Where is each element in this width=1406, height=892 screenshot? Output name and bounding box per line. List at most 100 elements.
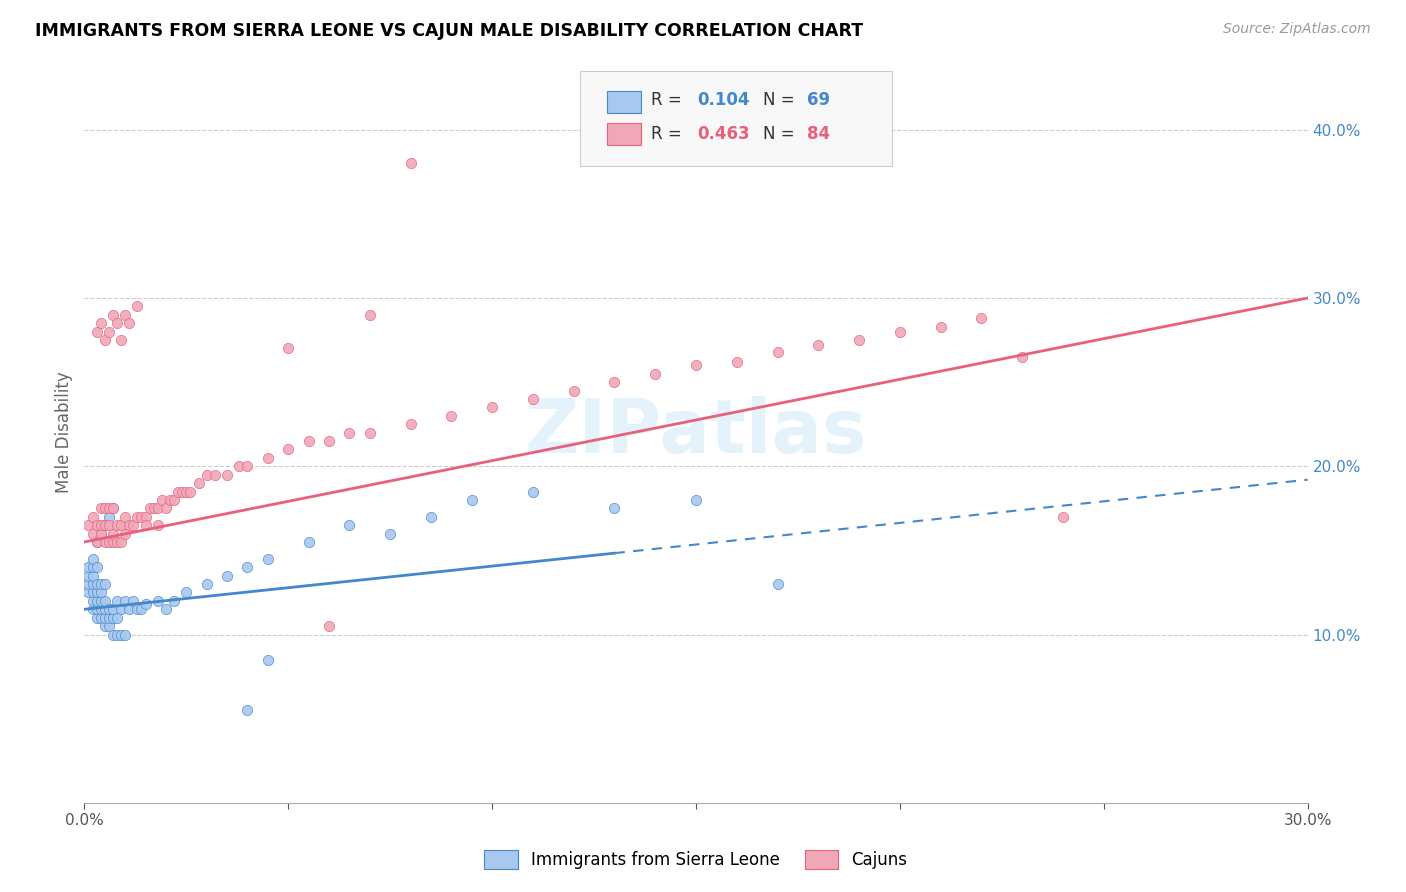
Point [122,594,145,608]
Point [86,577,108,591]
Point [155,602,177,616]
Point [135,597,157,611]
Point [399,156,422,170]
Point [257,653,280,667]
Point [110,518,132,533]
Point [77,560,100,574]
Point [86,535,108,549]
Point [97,619,120,633]
Point [135,518,157,533]
Point [118,316,141,330]
Point [77,585,100,599]
Text: 0.463: 0.463 [697,125,749,144]
Point [97,535,120,549]
Point [522,484,544,499]
Point [298,434,321,448]
Point [118,602,141,616]
Point [807,338,830,352]
Point [82,585,104,599]
Point [277,442,299,457]
Point [138,501,160,516]
Point [114,526,136,541]
Point [461,492,484,507]
Text: IMMIGRANTS FROM SIERRA LEONE VS CAJUN MALE DISABILITY CORRELATION CHART: IMMIGRANTS FROM SIERRA LEONE VS CAJUN MA… [35,22,863,40]
Point [114,627,136,641]
Point [93,535,115,549]
Point [97,602,120,616]
Point [90,316,112,330]
Point [257,551,280,566]
Point [603,501,626,516]
Point [90,526,112,541]
Point [77,577,100,591]
Point [86,560,108,574]
Point [93,619,115,633]
Point [82,568,104,582]
Point [172,484,194,499]
Point [725,355,748,369]
Point [86,535,108,549]
Text: 0.104: 0.104 [697,91,749,109]
Point [339,518,361,533]
Point [86,594,108,608]
Text: N =: N = [763,91,800,109]
Point [86,602,108,616]
Point [86,325,108,339]
Point [101,535,124,549]
Point [97,501,120,516]
Point [399,417,422,432]
Text: Source: ZipAtlas.com: Source: ZipAtlas.com [1223,22,1371,37]
Point [135,509,157,524]
Point [82,602,104,616]
Point [685,359,707,373]
Point [93,577,115,591]
Point [766,344,789,359]
Point [277,342,299,356]
Point [101,610,124,624]
Point [90,585,112,599]
Y-axis label: Male Disability: Male Disability [55,372,73,493]
Point [440,409,463,423]
Point [174,585,197,599]
Text: R =: R = [651,125,686,144]
Point [359,308,381,322]
Point [101,501,124,516]
Point [142,501,165,516]
Point [187,476,209,491]
Point [1052,509,1074,524]
Point [105,518,128,533]
Point [101,526,124,541]
FancyBboxPatch shape [579,71,891,166]
Point [174,484,197,499]
Point [339,425,361,440]
Point [105,316,128,330]
Point [644,367,666,381]
Point [204,467,226,482]
Point [77,568,100,582]
Text: 84: 84 [807,125,831,144]
Point [82,577,104,591]
Point [766,577,789,591]
Point [318,619,340,633]
Point [848,333,870,347]
Point [90,501,112,516]
Point [685,492,707,507]
Point [127,602,149,616]
Point [93,501,115,516]
Point [118,518,141,533]
Point [90,610,112,624]
Point [90,594,112,608]
Point [90,577,112,591]
Point [163,492,186,507]
Point [101,308,124,322]
Point [97,610,120,624]
Point [90,518,112,533]
Point [380,526,402,541]
Point [93,518,115,533]
Point [159,492,181,507]
Point [93,594,115,608]
Point [146,501,169,516]
Text: 69: 69 [807,91,831,109]
Point [82,526,104,541]
Point [236,459,259,474]
